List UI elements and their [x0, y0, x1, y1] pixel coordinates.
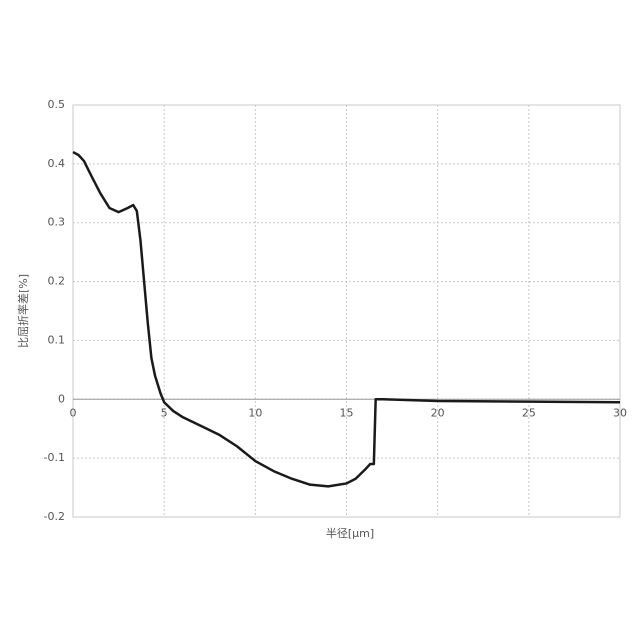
y-axis-label: 比屈折率差[%] — [16, 274, 30, 348]
y-tick-label: 0.1 — [48, 333, 66, 346]
x-tick-label: 15 — [340, 406, 354, 419]
x-tick-label: 10 — [248, 406, 262, 419]
x-tick-label: 20 — [431, 406, 445, 419]
x-tick-label: 30 — [613, 406, 627, 419]
y-tick-label: 0.5 — [48, 98, 66, 111]
x-tick-label: 25 — [522, 406, 536, 419]
x-axis-label: 半径[μm] — [326, 526, 374, 540]
y-tick-label: 0.2 — [48, 275, 66, 288]
y-tick-label: -0.1 — [44, 451, 65, 464]
page: {"chart_data": {"type": "line", "xlabel"… — [0, 0, 640, 640]
chart: 半径[μm] 比屈折率差[%] -0.2 -0.1 0 0.1 0.2 0.3 0.4 0.5… — [0, 0, 640, 640]
y-tick-label: -0.2 — [44, 510, 65, 523]
x-tick-label: 0 — [70, 406, 77, 419]
y-tick-label: 0.3 — [48, 216, 66, 229]
y-tick-label: 0 — [58, 392, 65, 405]
x-tick-label: 5 — [161, 406, 168, 419]
y-tick-label: 0.4 — [48, 157, 66, 170]
